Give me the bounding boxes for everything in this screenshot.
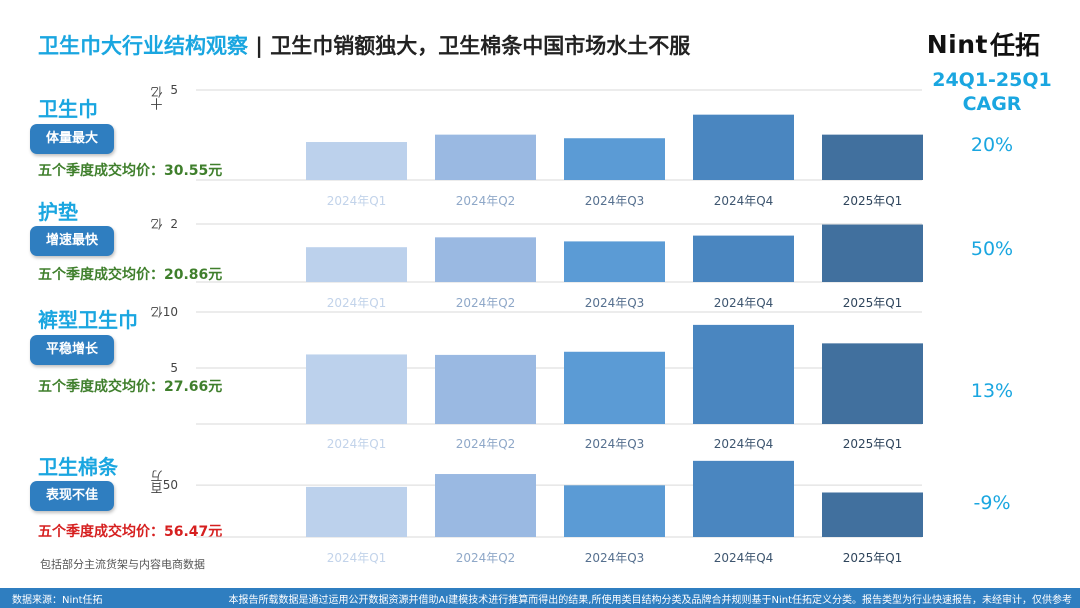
- x-tick-label: 2024年Q4: [714, 551, 774, 565]
- y-tick-label: 5: [170, 83, 178, 97]
- bar: [693, 114, 794, 180]
- x-tick-label: 2024年Q2: [456, 296, 516, 310]
- x-tick-label: 2025年Q1: [843, 194, 903, 208]
- panel-cagr: 50%: [970, 238, 1014, 260]
- panel-cagr: 20%: [970, 134, 1014, 156]
- panel-name: 裤型卫生巾: [38, 308, 138, 332]
- title-main: 卫生巾大行业结构观察: [38, 34, 248, 58]
- footer-bar: 数据来源：Nint任拓 本报告所载数据是通过运用公开数据资源并借助AI建模技术进…: [0, 588, 1080, 608]
- x-tick-label: 2024年Q3: [585, 551, 645, 565]
- panel-avg-price: 五个季度成交均价：20.86元: [38, 267, 223, 283]
- panel-avg-price: 五个季度成交均价：30.55元: [38, 163, 223, 179]
- panel-name: 卫生棉条: [38, 455, 118, 479]
- x-tick-label: 2024年Q3: [585, 437, 645, 451]
- x-tick-label: 2024年Q4: [714, 437, 774, 451]
- panel-badge: 体量最大: [30, 124, 115, 154]
- title-separator: |: [248, 34, 271, 58]
- bar: [435, 354, 536, 424]
- bar: [306, 486, 407, 537]
- y-tick-label: 2: [170, 217, 178, 231]
- panel-name: 卫生巾: [38, 97, 98, 121]
- bar: [564, 241, 665, 282]
- cagr-header: 24Q1-25Q1 CAGR: [922, 68, 1062, 116]
- footer-source: 数据来源：Nint任拓: [12, 595, 103, 606]
- panel-badge: 平稳增长: [30, 335, 115, 365]
- bar: [564, 138, 665, 180]
- x-tick-label: 2024年Q1: [327, 551, 387, 565]
- bar: [693, 235, 794, 282]
- footer-disclaimer: 本报告所载数据是通过运用公开数据资源并借助AI建模技术进行推算而得出的结果,所使…: [228, 595, 1073, 606]
- panel-cagr: 13%: [970, 380, 1014, 402]
- x-tick-label: 2024年Q2: [456, 437, 516, 451]
- bar: [306, 247, 407, 282]
- bar: [435, 134, 536, 180]
- source-note: 包括部分主流货架与内容电商数据: [40, 558, 205, 571]
- x-tick-label: 2024年Q3: [585, 296, 645, 310]
- bar: [693, 460, 794, 537]
- bar: [822, 492, 923, 537]
- bar: [564, 485, 665, 537]
- bar: [435, 474, 536, 537]
- panel-avg-price: 五个季度成交均价：27.66元: [38, 379, 223, 395]
- panel-badge: 表现不佳: [30, 481, 115, 511]
- logo-cn: 任拓: [989, 31, 1040, 60]
- bar: [822, 224, 923, 282]
- bar: [306, 354, 407, 424]
- x-tick-label: 2024年Q1: [327, 296, 387, 310]
- bar: [306, 142, 407, 180]
- x-tick-label: 2024年Q4: [714, 296, 774, 310]
- bar: [564, 351, 665, 424]
- nint-logo: Nint 任拓: [927, 26, 1040, 62]
- logo-name: Nint: [926, 29, 988, 59]
- x-tick-label: 2024年Q1: [327, 437, 387, 451]
- panel-badge: 增速最快: [30, 226, 115, 256]
- bar: [822, 134, 923, 180]
- y-tick-label: 50: [163, 478, 178, 492]
- bar: [822, 343, 923, 424]
- x-tick-label: 2024年Q3: [585, 194, 645, 208]
- x-tick-label: 2024年Q2: [456, 551, 516, 565]
- cagr-header-period: 24Q1-25Q1: [932, 69, 1052, 91]
- x-tick-label: 2024年Q1: [327, 194, 387, 208]
- title-subtitle: 卫生巾销额独大，卫生棉条中国市场水土不服: [270, 34, 691, 58]
- x-tick-label: 2025年Q1: [843, 551, 903, 565]
- bar: [693, 324, 794, 424]
- panel-cagr: -9%: [973, 492, 1011, 514]
- x-tick-label: 2024年Q2: [456, 194, 516, 208]
- panel-name: 护垫: [38, 200, 78, 224]
- x-tick-label: 2025年Q1: [843, 296, 903, 310]
- page-title: 卫生巾大行业结构观察 | 卫生巾销额独大，卫生棉条中国市场水土不服: [38, 30, 690, 60]
- y-tick-label: 5: [170, 361, 178, 375]
- cagr-header-label: CAGR: [962, 93, 1022, 115]
- y-tick-label: 10: [163, 305, 178, 319]
- panel-avg-price: 五个季度成交均价：56.47元: [38, 524, 223, 540]
- bar: [435, 237, 536, 282]
- x-tick-label: 2024年Q4: [714, 194, 774, 208]
- x-tick-label: 2025年Q1: [843, 437, 903, 451]
